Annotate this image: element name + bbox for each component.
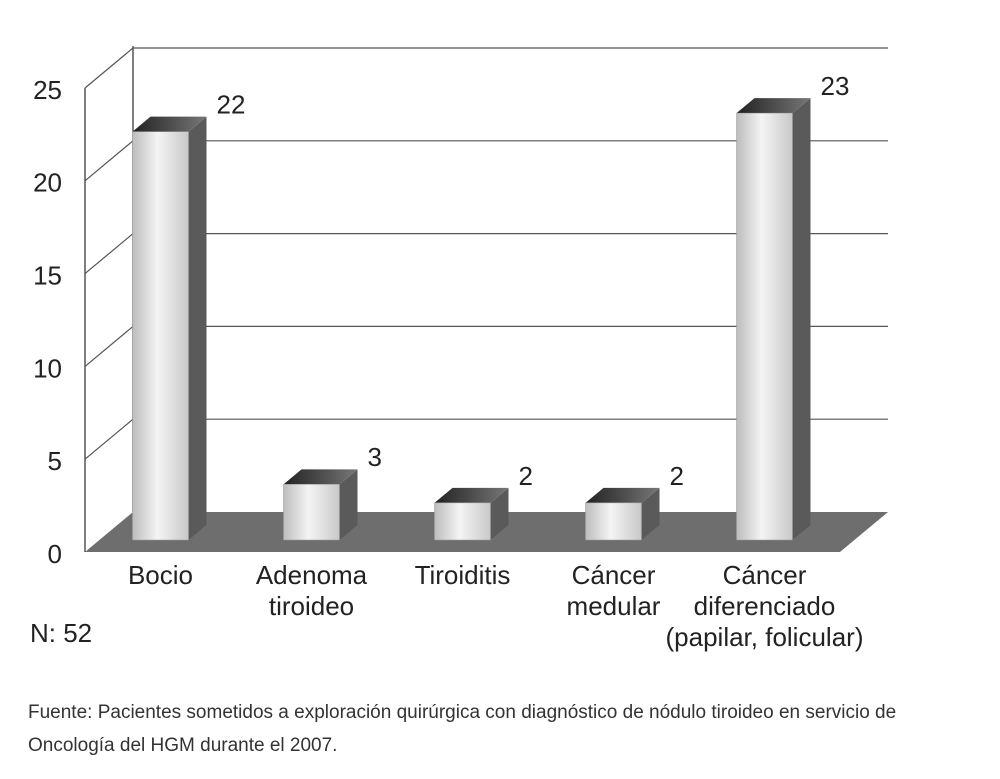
bar-side [188, 116, 207, 541]
bar [736, 98, 811, 541]
bar-front [736, 112, 793, 541]
value-label: 2 [519, 461, 533, 491]
bar-side [490, 487, 509, 540]
bar-top [585, 487, 660, 503]
bar-front [283, 484, 340, 541]
bar [585, 487, 660, 541]
bar [434, 487, 509, 541]
bar [283, 469, 358, 541]
bar-front [585, 502, 642, 541]
grid-line [84, 233, 134, 275]
bar-top [283, 469, 358, 485]
y-tick-label: 0 [48, 539, 62, 569]
y-tick-label: 25 [33, 75, 62, 105]
bar [132, 116, 207, 541]
bar-front [434, 502, 491, 541]
y-tick-label: 15 [33, 260, 62, 290]
bar-side [792, 98, 811, 541]
bar-top [736, 98, 811, 114]
y-tick-label: 10 [33, 353, 62, 383]
bar-top [132, 116, 207, 132]
x-tick-label: medular [567, 591, 661, 621]
x-tick-label: diferenciado [694, 591, 836, 621]
source-note: Fuente: Pacientes sometidos a exploració… [28, 702, 897, 756]
bar-top [434, 487, 509, 503]
grid-line [84, 140, 134, 182]
x-tick-label: tiroideo [269, 591, 354, 621]
value-label: 2 [670, 461, 684, 491]
x-tick-label: (papilar, folicular) [666, 622, 864, 652]
bar-front [132, 131, 189, 541]
y-tick-label: 20 [33, 168, 62, 198]
value-label: 22 [217, 90, 246, 120]
x-tick-label: Tiroiditis [415, 560, 511, 590]
x-tick-label: Cáncer [572, 560, 656, 590]
n-label: N: 52 [30, 618, 92, 648]
value-label: 23 [821, 71, 850, 101]
grid-line [84, 418, 134, 460]
grid-line [84, 47, 134, 89]
bar-side [339, 469, 358, 540]
x-tick-label: Bocio [128, 560, 193, 590]
bar-side [641, 487, 660, 540]
grid-line [84, 325, 134, 367]
x-tick-label: Cáncer [723, 560, 807, 590]
value-label: 3 [368, 442, 382, 472]
y-tick-label: 5 [48, 446, 62, 476]
x-tick-label: Adenoma [256, 560, 368, 590]
chart: N: 52 0510152025Bocio22Adenomatiroideo3T… [30, 46, 888, 652]
